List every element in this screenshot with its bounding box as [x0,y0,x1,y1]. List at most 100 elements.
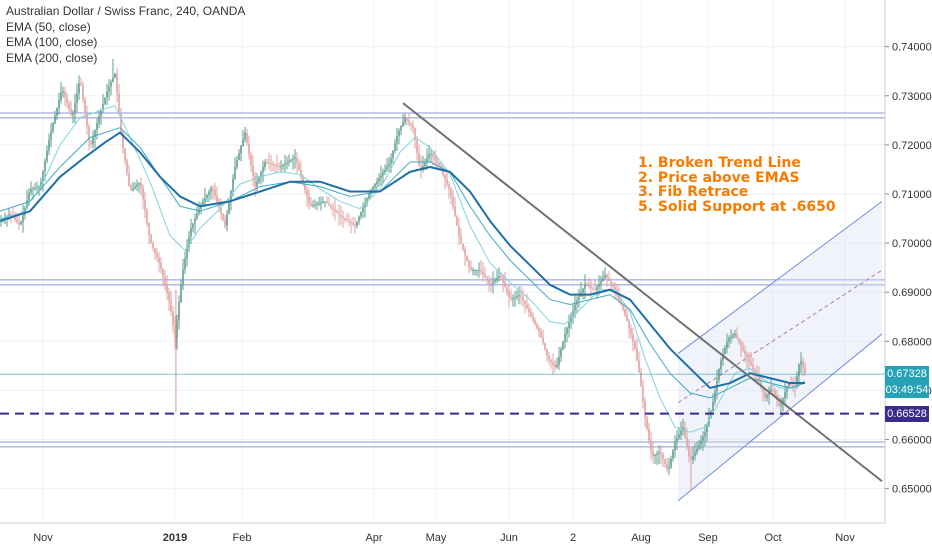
candle-body [34,187,36,189]
candle-body [324,201,326,203]
candle-body [154,247,156,253]
candle-body [392,151,394,159]
candle-body [730,336,732,339]
candle-body [162,269,164,277]
candle-body [772,389,774,391]
candle-body [4,217,6,219]
channel-fill [678,201,882,501]
candle-body [470,267,472,271]
candle-body [506,287,508,293]
candle-body [462,243,464,250]
candle-body [646,417,648,429]
candle-body [540,331,542,338]
candle-body [206,194,208,199]
candle-body [644,401,646,418]
legend-ema200[interactable]: EMA (200, close) [6,50,98,65]
time-axis-label-9: Oct [764,532,781,544]
candle-body [192,223,194,229]
candle-body [298,163,300,171]
candle-body [68,103,70,110]
candle-body [790,383,792,386]
time-axis-bg[interactable] [0,523,885,550]
candle-body [584,284,586,289]
trend-line[interactable] [402,102,883,483]
legend-ema100[interactable]: EMA (100, close) [6,35,98,49]
candle-body [182,269,184,285]
candle-body [500,275,502,278]
candle-body [374,184,376,188]
ema50-line[interactable] [0,105,806,433]
candle-body [26,200,28,208]
candle-body [664,459,666,465]
candle-body [598,283,600,287]
candle-body [340,215,342,217]
candle-body [474,270,476,272]
candle-body [424,162,426,166]
candle-body [202,201,204,205]
candle-body [130,185,132,191]
candle-body [246,132,248,144]
channel-lower-line[interactable] [677,333,883,502]
candle-body [404,117,406,123]
candle-body [640,372,642,386]
candle-body [284,163,286,166]
candle-body [166,284,168,293]
candle-body [522,296,524,301]
candle-body [432,153,434,157]
candle-body [442,169,444,175]
last-price-tag: 0.67328 [885,366,929,383]
candle-body [360,212,362,217]
candle-body [94,130,96,138]
candle-body [570,316,572,323]
channel-middle-line[interactable] [677,269,883,404]
candle-body [608,277,610,281]
candle-body [82,85,84,100]
candle-body [752,365,754,369]
candle-body [38,186,40,188]
candle-body [290,159,292,162]
candle-body [482,271,484,275]
support-price-tag: 0.66528 [885,405,929,422]
legend-ema50[interactable]: EMA (50, close) [6,19,91,34]
candle-body [338,213,340,216]
candle-body [406,117,408,121]
candle-body [136,184,138,187]
channel-upper-line[interactable] [677,200,883,354]
candle-body [84,99,86,113]
candle-body [702,436,704,441]
candle-body [252,165,254,176]
candle-body [496,277,498,280]
candle-body [624,309,626,315]
candle-body [626,314,628,322]
candle-body [514,297,516,299]
candle-body [728,338,730,342]
candle-body [530,312,532,317]
candle-body [804,367,806,374]
candle-body [740,342,742,347]
price-axis-label-0: 0.65000 [892,484,932,496]
price-axis-bg[interactable] [885,0,932,550]
candle-body [454,206,456,217]
candle-body [630,328,632,335]
candle-body [450,189,452,197]
candle-body [146,211,148,223]
candle-body [334,209,336,212]
ema200-line[interactable] [0,131,805,389]
candle-body [494,279,496,282]
candle-body [102,103,104,110]
candle-body [542,337,544,344]
candle-body [632,334,634,342]
candle-body [586,284,588,286]
annotation-text[interactable]: 1. Broken Trend Line 2. Price above EMAS… [638,156,836,214]
candle-body [248,143,250,155]
candle-body [156,252,158,258]
candle-body [52,123,54,132]
candle-body [112,77,114,83]
candle-body [660,452,662,455]
candle-body [612,283,614,287]
candle-body [178,302,180,321]
candle-body [194,218,196,224]
candle-body [118,93,120,113]
